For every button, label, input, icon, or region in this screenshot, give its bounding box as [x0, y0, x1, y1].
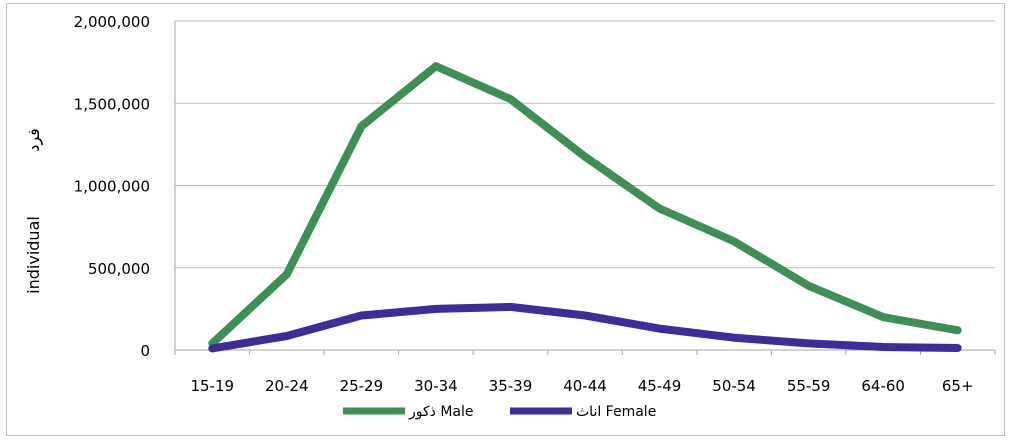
- x-tick-label: 50-54: [712, 377, 756, 395]
- x-tick-label: 35-39: [489, 377, 533, 395]
- x-tick-label: 20-24: [265, 377, 309, 395]
- y-tick-label: 2,000,000: [74, 13, 150, 31]
- x-tick-label: 25-29: [340, 377, 384, 395]
- y-tick-label: 1,500,000: [74, 95, 150, 113]
- x-tick-label: 40-44: [563, 377, 607, 395]
- series-line-male: [208, 62, 962, 348]
- legend-label-male: ذكور Male: [408, 404, 474, 420]
- y-tick-label: 500,000: [88, 260, 150, 278]
- x-axis-ticks: 15-19 20-24 25-29 30-34 35-39 40-44 45-49 50-54…: [174, 350, 996, 395]
- x-tick-label: 64-60: [861, 377, 905, 395]
- y-axis-label-arabic: فرد: [24, 128, 44, 152]
- x-tick-label: 65+: [942, 377, 974, 395]
- legend: ذكور Male اناث Female: [343, 404, 656, 420]
- x-tick-label: 55-59: [787, 377, 831, 395]
- series-line-female: [208, 302, 962, 353]
- chart-frame: [6, 3, 1005, 436]
- x-tick-label: 15-19: [190, 377, 234, 395]
- x-tick-label: 45-49: [638, 377, 682, 395]
- x-tick-label: 30-34: [414, 377, 458, 395]
- gridlines: [174, 20, 995, 351]
- legend-label-female: اناث Female: [576, 404, 656, 420]
- series-lines: [208, 62, 962, 353]
- y-axis-ticks: 0 500,000 1,000,000 1,500,000 2,000,000: [74, 13, 150, 360]
- y-tick-label: 0: [140, 342, 150, 360]
- y-tick-label: 1,000,000: [74, 178, 150, 196]
- y-axis-label-english: individual: [24, 216, 43, 294]
